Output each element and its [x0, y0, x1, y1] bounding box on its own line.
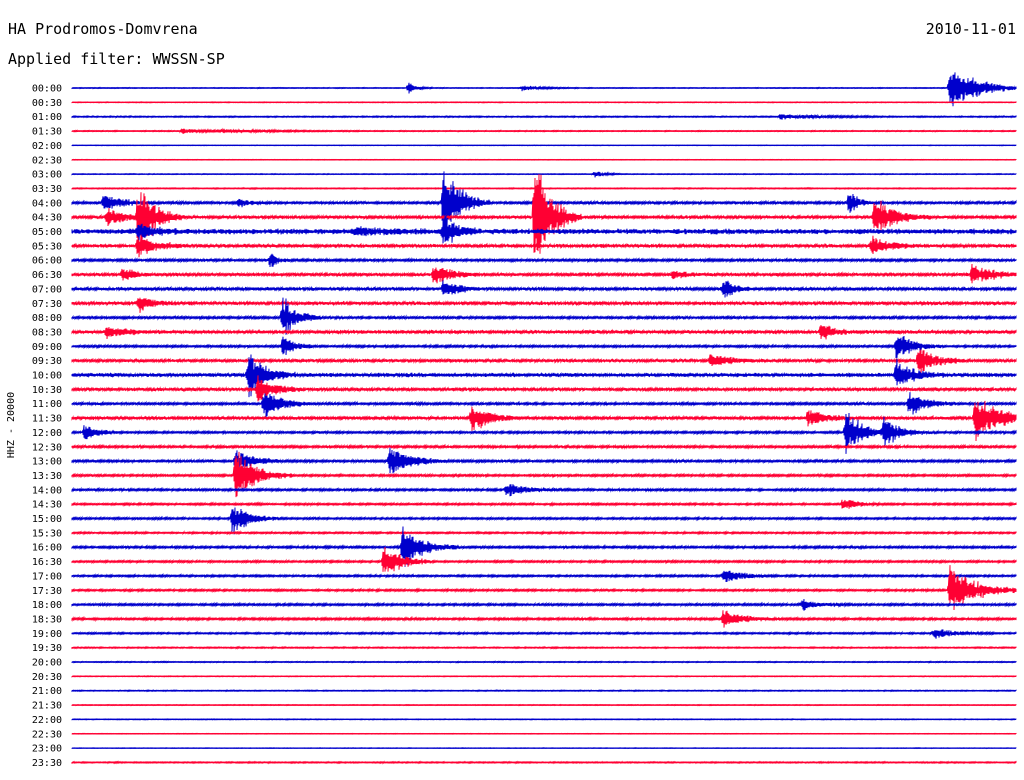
trace-label: 11:30	[32, 414, 62, 425]
filter-info: Applied filter: WWSSN-SP	[8, 50, 225, 68]
trace-label: 03:30	[32, 184, 62, 195]
y-axis-label: HHZ - 20000	[6, 392, 17, 458]
trace-label: 12:30	[32, 442, 62, 453]
filter-label: Applied filter:	[8, 50, 144, 68]
trace-label: 09:30	[32, 356, 62, 367]
trace-label: 10:30	[32, 385, 62, 396]
trace-label: 08:00	[32, 313, 62, 324]
trace-label: 08:30	[32, 327, 62, 338]
trace-label: 00:00	[32, 84, 62, 95]
trace-label: 17:00	[32, 571, 62, 582]
trace-label: 23:00	[32, 744, 62, 755]
trace-label: 18:00	[32, 600, 62, 611]
trace-label: 02:30	[32, 155, 62, 166]
trace-label: 16:00	[32, 543, 62, 554]
trace-line	[71, 72, 1017, 107]
trace-label: 05:00	[32, 227, 62, 238]
trace-label: 22:30	[32, 729, 62, 740]
trace-label: 04:30	[32, 213, 62, 224]
trace-label: 19:30	[32, 643, 62, 654]
trace-label: 01:00	[32, 112, 62, 123]
trace-line	[71, 507, 1017, 535]
trace-label: 15:30	[32, 528, 62, 539]
trace-label: 20:00	[32, 658, 62, 669]
trace-line	[71, 392, 1017, 417]
trace-label: 12:00	[32, 428, 62, 439]
trace-group	[71, 72, 1017, 765]
filter-value: WWSSN-SP	[152, 50, 225, 68]
trace-label: 14:30	[32, 500, 62, 511]
time-label-group: 00:00 00:30 01:00 01:30 02:00 02:30 03:00 03:30…	[32, 84, 62, 769]
trace-label: 21:00	[32, 686, 62, 697]
trace-label: 01:30	[32, 127, 62, 138]
trace-label: 18:30	[32, 614, 62, 625]
trace-line	[71, 263, 1017, 284]
trace-label: 21:30	[32, 701, 62, 712]
trace-label: 13:30	[32, 471, 62, 482]
trace-label: 14:00	[32, 485, 62, 496]
trace-line	[71, 349, 1017, 374]
trace-label: 06:00	[32, 256, 62, 267]
trace-line	[71, 335, 1017, 359]
trace-label: 11:00	[32, 399, 62, 410]
trace-label: 23:30	[32, 758, 62, 769]
trace-label: 20:30	[32, 672, 62, 683]
trace-label: 09:00	[32, 342, 62, 353]
trace-label: 07:00	[32, 284, 62, 295]
station-title: HA Prodromos-Domvrena	[8, 20, 198, 38]
trace-label: 02:00	[32, 141, 62, 152]
trace-line	[71, 629, 1017, 639]
trace-line	[71, 297, 1017, 313]
trace-label: 16:30	[32, 557, 62, 568]
trace-label: 06:30	[32, 270, 62, 281]
trace-label: 04:00	[32, 198, 62, 209]
trace-label: 15:00	[32, 514, 62, 525]
trace-label: 22:00	[32, 715, 62, 726]
trace-line	[71, 375, 1017, 402]
trace-label: 13:00	[32, 457, 62, 468]
trace-label: 19:00	[32, 629, 62, 640]
date-label: 2010-11-01	[925, 20, 1016, 38]
trace-line	[71, 546, 1017, 572]
trace-label: 07:30	[32, 299, 62, 310]
trace-label: 00:30	[32, 98, 62, 109]
trace-label: 03:00	[32, 170, 62, 181]
trace-label: 17:30	[32, 586, 62, 597]
trace-label: 05:30	[32, 241, 62, 252]
trace-label: 10:00	[32, 371, 62, 382]
